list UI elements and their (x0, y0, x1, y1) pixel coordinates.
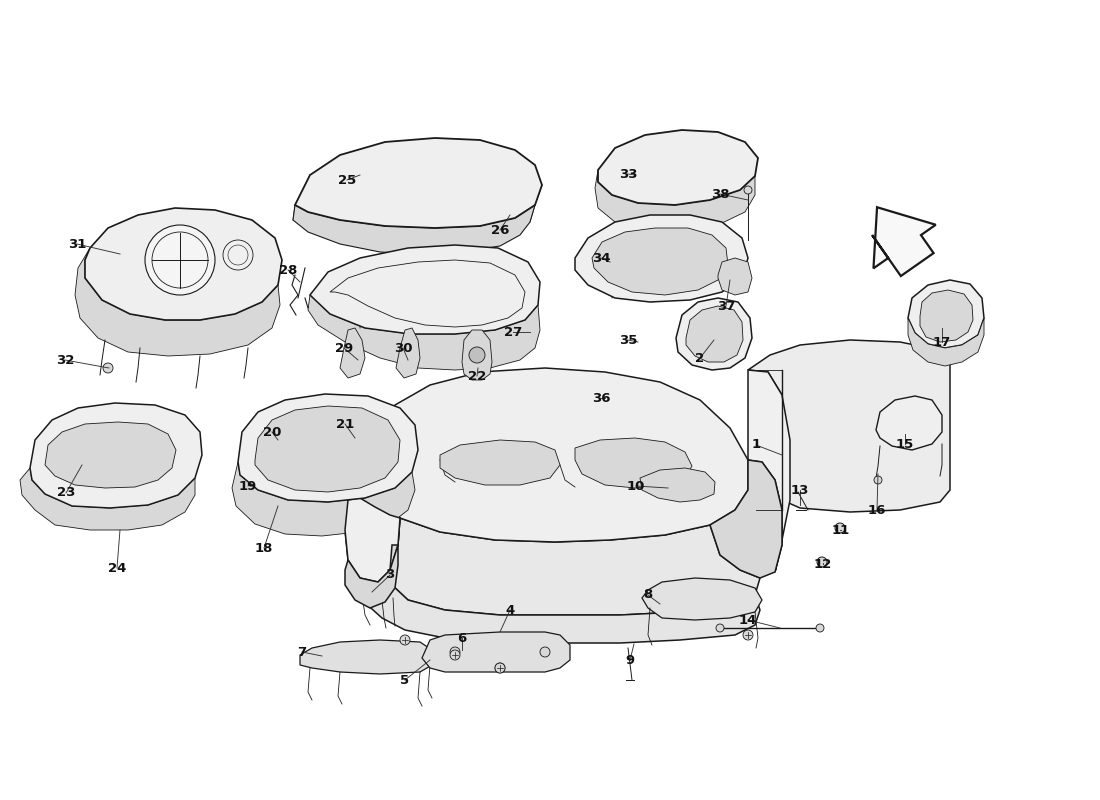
Text: 34: 34 (592, 251, 611, 265)
Text: 21: 21 (336, 418, 354, 430)
Polygon shape (30, 403, 202, 508)
Circle shape (744, 186, 752, 194)
Text: 16: 16 (868, 503, 887, 517)
Polygon shape (390, 518, 760, 615)
Circle shape (223, 240, 253, 270)
Polygon shape (676, 298, 752, 370)
Polygon shape (595, 170, 755, 230)
Circle shape (400, 635, 410, 645)
Text: 29: 29 (334, 342, 353, 354)
Circle shape (145, 225, 214, 295)
Polygon shape (255, 406, 400, 492)
Polygon shape (575, 215, 748, 302)
Polygon shape (440, 440, 560, 485)
Circle shape (874, 476, 882, 484)
Text: 11: 11 (832, 523, 850, 537)
Circle shape (450, 650, 460, 660)
Circle shape (835, 523, 845, 533)
Text: 2: 2 (695, 351, 705, 365)
Circle shape (716, 624, 724, 632)
Polygon shape (232, 462, 415, 536)
Polygon shape (710, 460, 782, 578)
Text: 10: 10 (627, 479, 646, 493)
Text: 1: 1 (751, 438, 760, 451)
Polygon shape (748, 370, 790, 572)
Polygon shape (300, 640, 432, 674)
Text: 18: 18 (255, 542, 273, 554)
Polygon shape (308, 295, 540, 370)
Polygon shape (422, 632, 570, 672)
Text: 17: 17 (933, 335, 952, 349)
Circle shape (450, 647, 460, 657)
Polygon shape (642, 578, 762, 620)
Polygon shape (920, 290, 974, 342)
Polygon shape (352, 570, 760, 643)
Text: 4: 4 (505, 603, 515, 617)
Polygon shape (462, 330, 492, 380)
Text: 26: 26 (491, 223, 509, 237)
Text: 14: 14 (739, 614, 757, 626)
Polygon shape (396, 328, 420, 378)
Text: 24: 24 (108, 562, 126, 574)
Text: 38: 38 (711, 187, 729, 201)
Polygon shape (20, 468, 195, 530)
Text: 8: 8 (644, 589, 652, 602)
Text: 37: 37 (717, 299, 735, 313)
Text: 33: 33 (618, 167, 637, 181)
Polygon shape (75, 248, 280, 356)
Circle shape (495, 663, 505, 673)
Polygon shape (345, 440, 400, 582)
Text: 19: 19 (239, 479, 257, 493)
Polygon shape (340, 328, 365, 378)
Circle shape (103, 363, 113, 373)
Polygon shape (293, 205, 535, 254)
Polygon shape (876, 396, 942, 450)
Circle shape (817, 557, 827, 567)
Text: 30: 30 (394, 342, 412, 354)
Polygon shape (238, 394, 418, 502)
Polygon shape (686, 306, 742, 362)
Polygon shape (575, 438, 692, 488)
Circle shape (540, 647, 550, 657)
Text: 23: 23 (57, 486, 75, 499)
Text: 27: 27 (504, 326, 522, 338)
Text: 7: 7 (297, 646, 307, 658)
Text: 6: 6 (458, 631, 466, 645)
Text: 15: 15 (895, 438, 914, 450)
Text: 35: 35 (619, 334, 637, 346)
Text: 12: 12 (814, 558, 832, 570)
Polygon shape (908, 318, 985, 366)
Circle shape (469, 347, 485, 363)
Polygon shape (718, 258, 752, 295)
Polygon shape (345, 545, 398, 608)
Text: 22: 22 (468, 370, 486, 382)
Polygon shape (310, 245, 540, 334)
Circle shape (816, 624, 824, 632)
Polygon shape (598, 130, 758, 205)
Text: 25: 25 (338, 174, 356, 186)
Polygon shape (908, 280, 985, 348)
Text: 28: 28 (278, 263, 297, 277)
Polygon shape (85, 208, 282, 320)
Text: 31: 31 (68, 238, 86, 250)
Text: 5: 5 (400, 674, 409, 686)
Text: 3: 3 (385, 569, 395, 582)
Circle shape (742, 630, 754, 640)
Text: 9: 9 (626, 654, 635, 666)
Text: 13: 13 (791, 483, 810, 497)
Polygon shape (295, 138, 542, 228)
Polygon shape (640, 468, 715, 502)
Text: 20: 20 (263, 426, 282, 438)
Polygon shape (45, 422, 176, 488)
Polygon shape (748, 340, 950, 512)
Text: 36: 36 (592, 391, 611, 405)
Circle shape (495, 663, 505, 673)
Polygon shape (592, 228, 728, 295)
Polygon shape (372, 368, 748, 542)
Text: 32: 32 (56, 354, 74, 366)
Polygon shape (872, 207, 936, 276)
Polygon shape (345, 498, 400, 582)
